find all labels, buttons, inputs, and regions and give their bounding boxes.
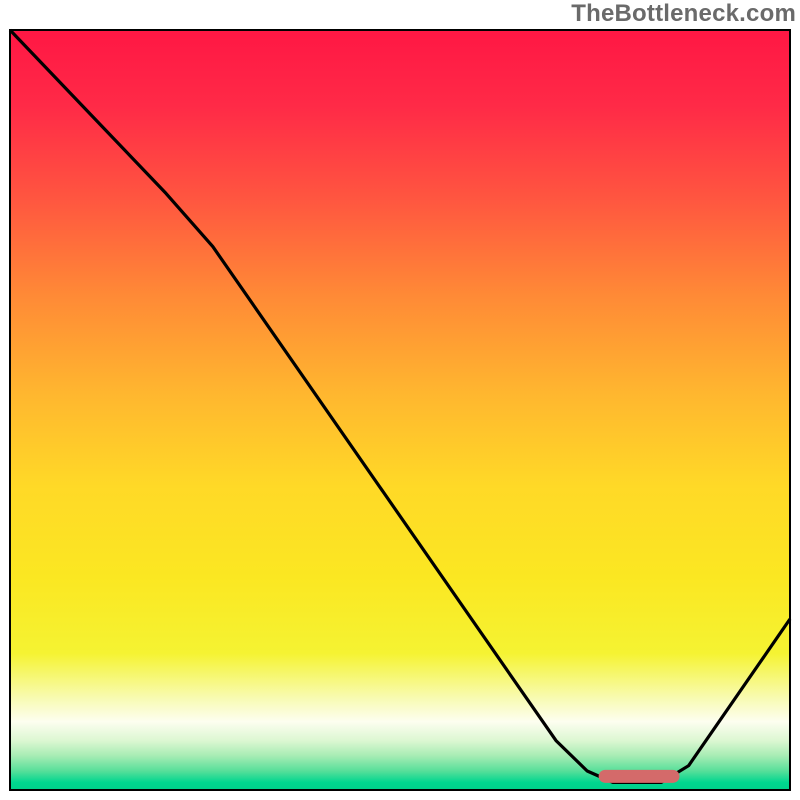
chart-background — [10, 30, 790, 790]
bottleneck-chart — [0, 0, 800, 800]
chart-root: TheBottleneck.com — [0, 0, 800, 800]
watermark-text: TheBottleneck.com — [571, 0, 796, 28]
